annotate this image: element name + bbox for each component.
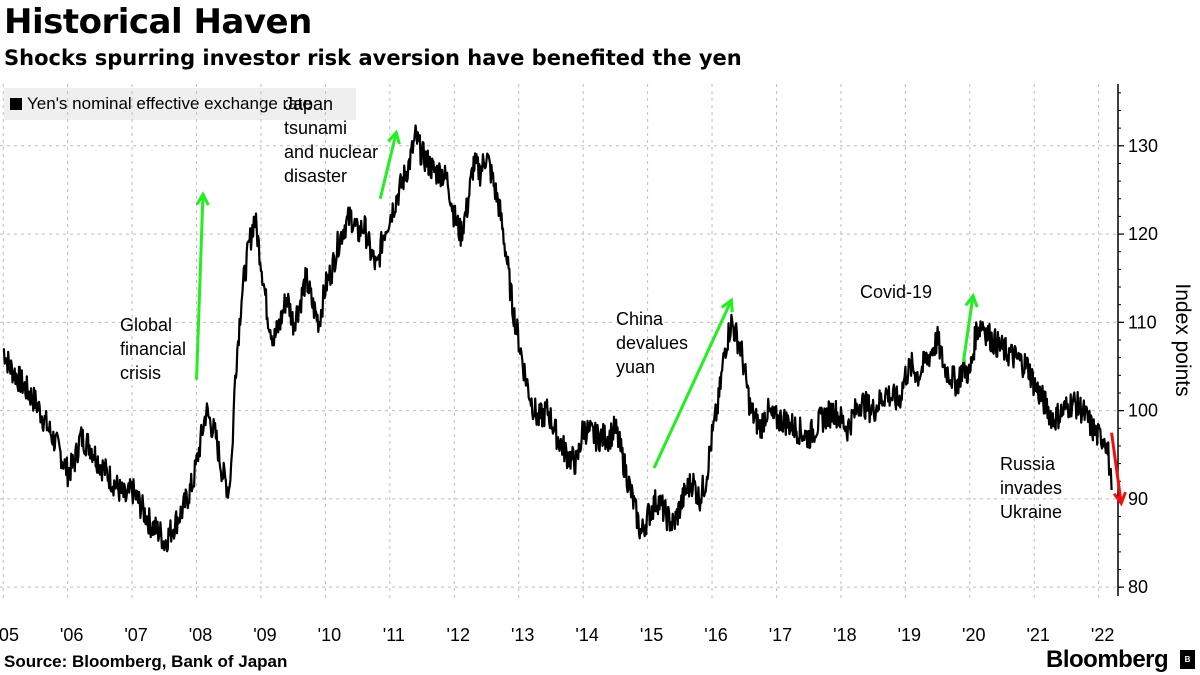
bloomberg-logo: Bloomberg	[1046, 646, 1169, 673]
x-axis: '05 '06 '07 '08 '09 '10 '11 '12 '13 '14 '15 '16 '17 '…	[0, 625, 1114, 645]
annotation: China devalues yuan	[616, 297, 734, 469]
annotations: Global financial crisis Japan tsunami and nuc…	[120, 94, 1127, 522]
gridlines	[0, 84, 1118, 602]
annotation-arrow	[961, 295, 975, 363]
annotation-arrowhead-icon	[195, 191, 210, 206]
annotation-text: Ukraine	[1000, 502, 1062, 522]
annotation-arrowhead-icon	[387, 129, 401, 145]
x-tick-label: '06	[60, 625, 83, 645]
x-tick-label: '20	[962, 625, 985, 645]
annotation: Japan tsunami and nuclear disaster	[284, 94, 401, 200]
chart-subtitle: Shocks spurring investor risk aversion h…	[4, 46, 742, 70]
annotation-arrowhead-icon	[964, 292, 979, 308]
annotation-text: Global	[120, 315, 172, 335]
annotation-text: yuan	[616, 357, 655, 377]
x-tick-label: '12	[447, 625, 470, 645]
series-line-yen-neer	[2, 124, 1113, 553]
y-tick-label: 130	[1128, 136, 1158, 156]
x-tick-label: '21	[1026, 625, 1049, 645]
annotation-arrow	[195, 194, 205, 380]
x-tick-label: '19	[898, 625, 921, 645]
x-tick-label: '17	[769, 625, 792, 645]
annotation-text: devalues	[616, 333, 688, 353]
legend: Yen's nominal effective exchange rate	[4, 88, 356, 120]
annotation: Global financial crisis	[120, 191, 210, 383]
annotation-arrow	[652, 299, 733, 469]
x-tick-label: '16	[704, 625, 727, 645]
annotation-text: Covid-19	[860, 282, 932, 302]
annotation-text: invades	[1000, 478, 1062, 498]
y-tick-label: 80	[1128, 577, 1148, 597]
annotation-text: crisis	[120, 363, 161, 383]
x-tick-label: '18	[833, 625, 856, 645]
chart-title: Historical Haven	[4, 2, 312, 42]
y-tick-label: 90	[1128, 489, 1148, 509]
annotation-text: financial	[120, 339, 186, 359]
annotation-text: Japan	[284, 94, 333, 114]
source-note: Source: Bloomberg, Bank of Japan	[4, 652, 288, 671]
x-tick-label: '11	[383, 625, 405, 645]
x-tick-label: '10	[318, 625, 341, 645]
y-tick-label: 100	[1128, 401, 1158, 421]
y-axis-title: Index points	[1171, 283, 1194, 396]
x-tick-label: '13	[511, 625, 534, 645]
legend-swatch	[10, 98, 22, 110]
annotation-text: Russia	[1000, 454, 1056, 474]
y-tick-label: 110	[1128, 312, 1157, 332]
annotation-text: China	[616, 309, 664, 329]
x-tick-label: '14	[575, 625, 598, 645]
annotation-arrowhead-icon	[720, 297, 734, 313]
annotation-text: tsunami	[284, 118, 347, 138]
x-tick-label: '09	[253, 625, 276, 645]
annotation-arrow	[378, 132, 398, 200]
annotation-arrow	[1110, 432, 1123, 504]
annotation-text: and nuclear	[284, 142, 378, 162]
y-tick-label: 120	[1128, 224, 1158, 244]
annotation-arrowhead-icon	[1112, 491, 1127, 507]
x-tick-label: '08	[189, 625, 212, 645]
y-axis: 80 90 100 110 120 130	[1117, 84, 1158, 597]
bloomberg-badge-icon: B	[1180, 650, 1195, 669]
annotation: Covid-19	[860, 282, 979, 363]
annotation: Russia invades Ukraine	[1000, 432, 1127, 522]
x-tick-label: '15	[640, 625, 663, 645]
x-tick-label: '05	[0, 625, 19, 645]
legend-label: Yen's nominal effective exchange rate	[27, 94, 312, 113]
x-tick-label: '22	[1091, 625, 1114, 645]
x-tick-label: '07	[124, 625, 147, 645]
annotation-text: disaster	[284, 166, 347, 186]
